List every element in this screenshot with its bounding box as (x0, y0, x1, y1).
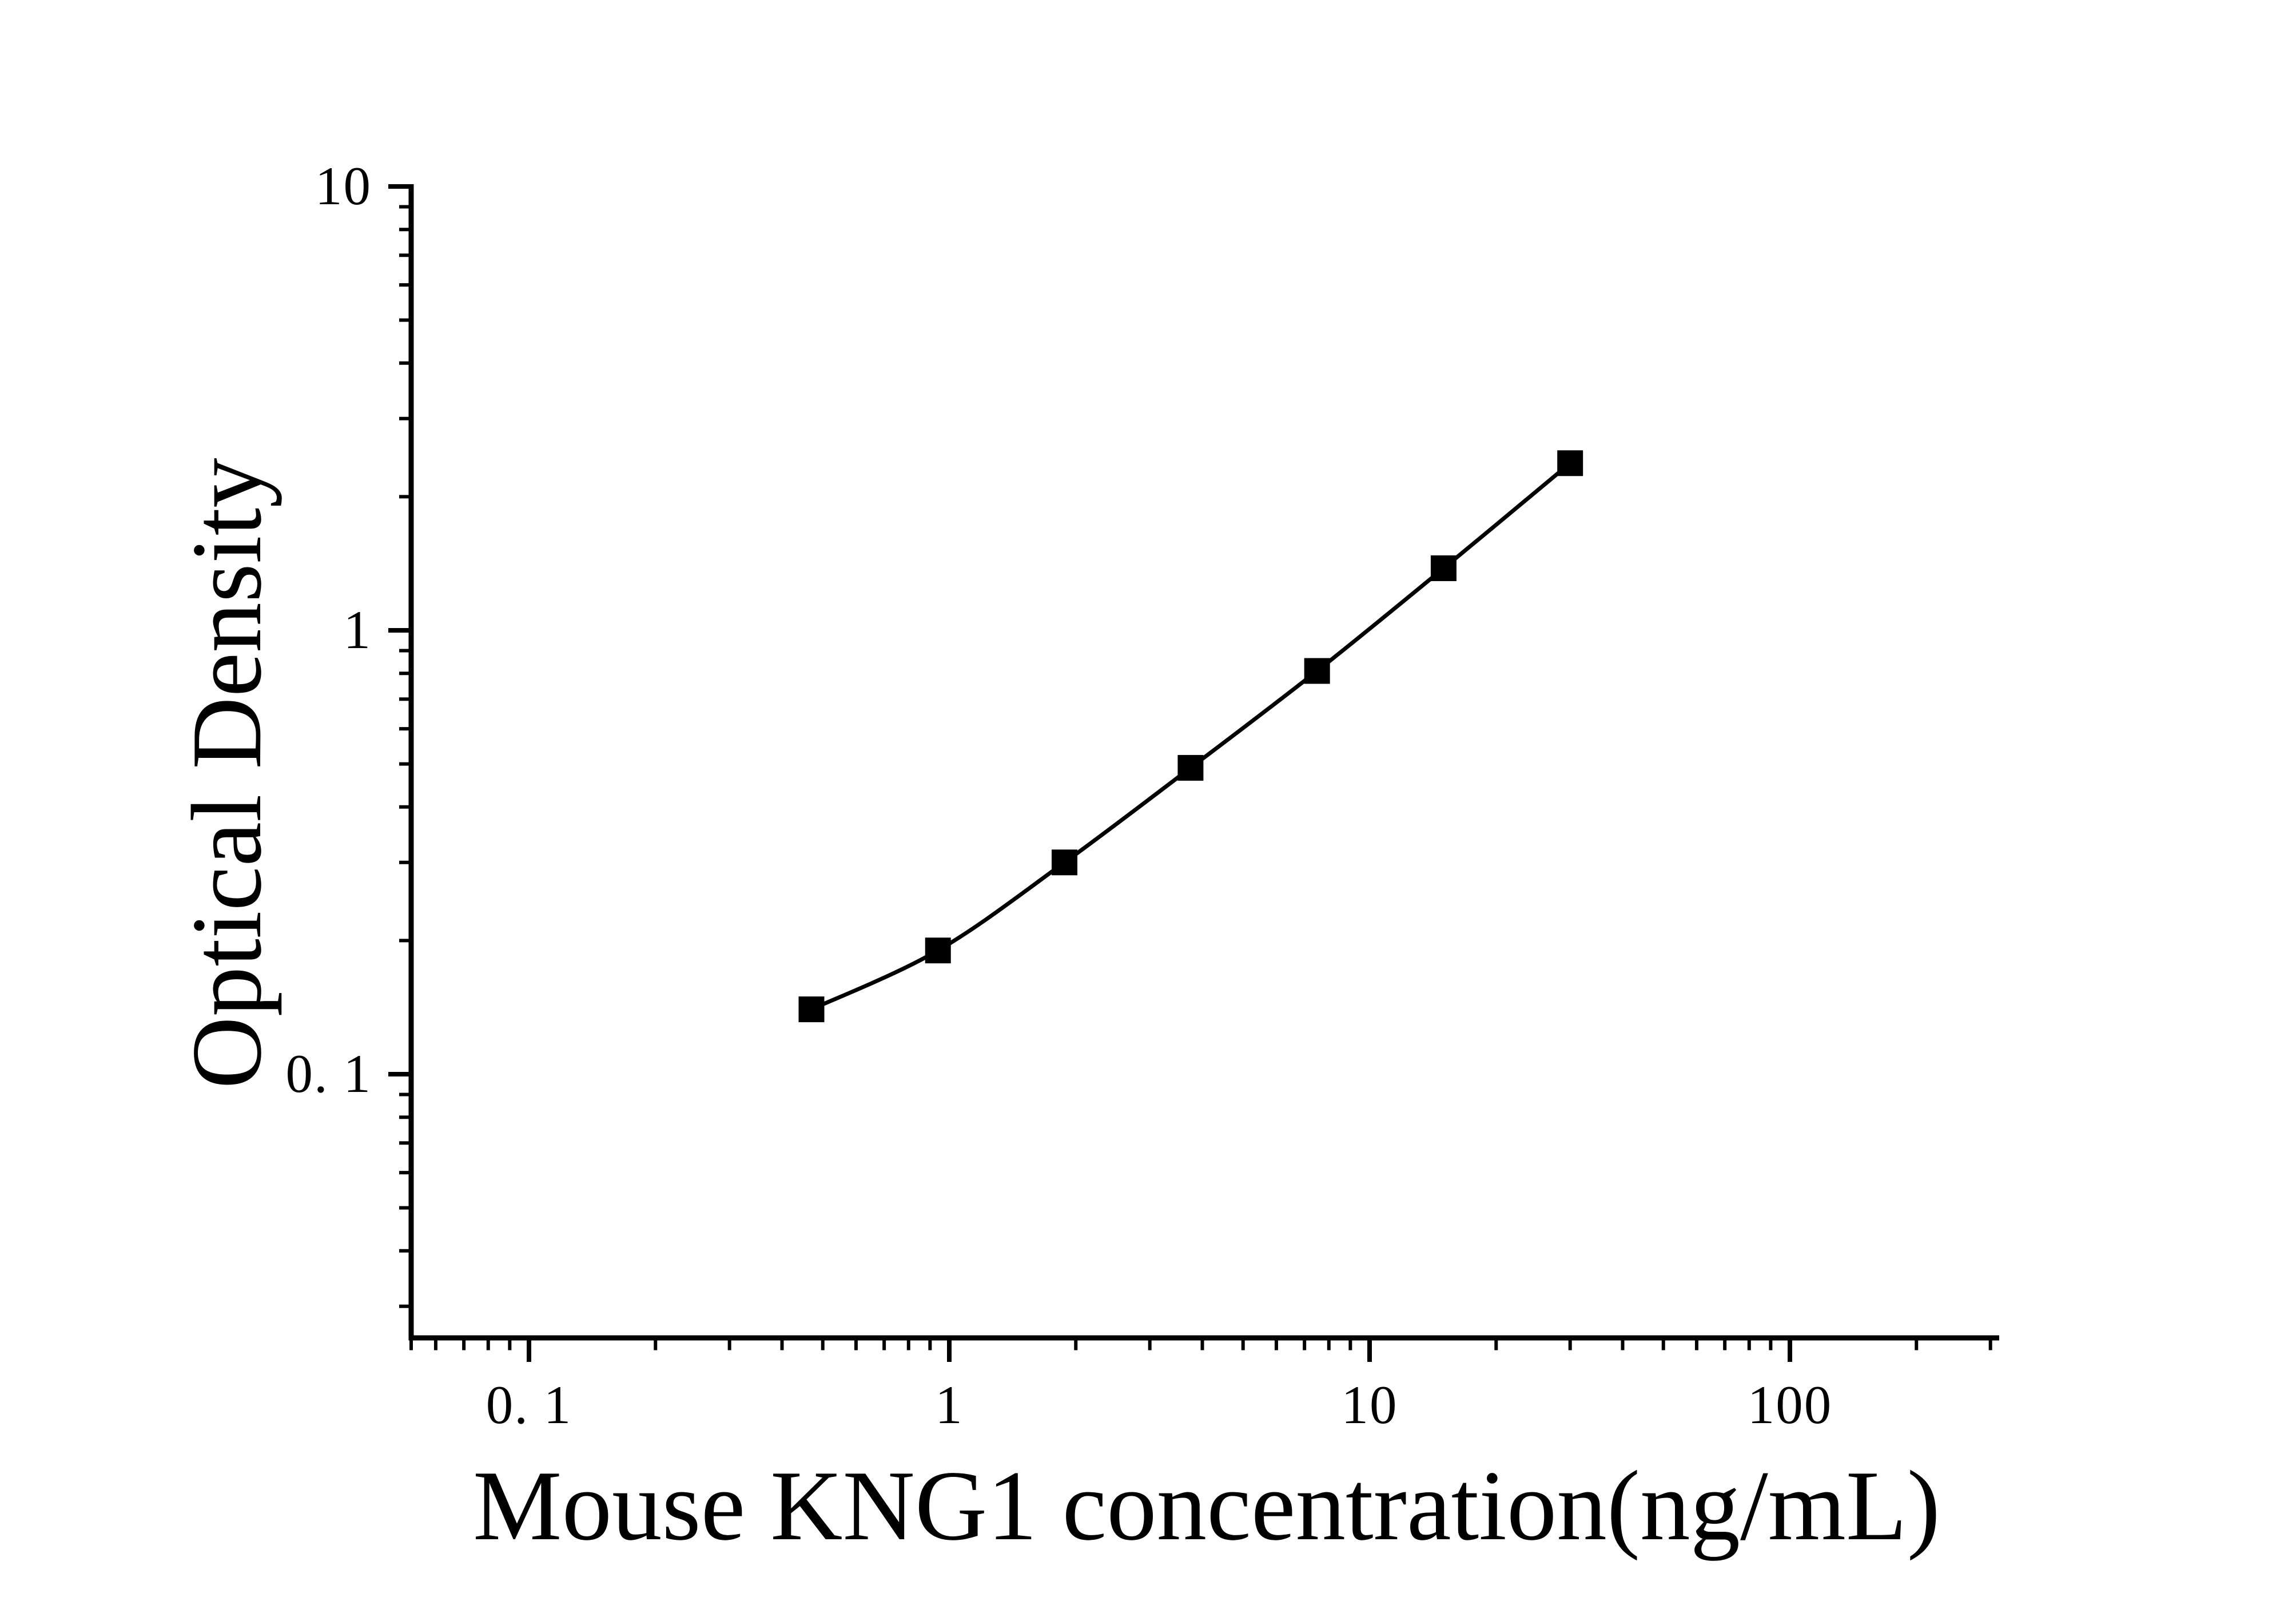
x-tick-label: 100 (1748, 1374, 1833, 1435)
standard-curve-series (798, 450, 1583, 1023)
x-axis-tick-labels: 0. 1 1 10 100 (486, 1374, 1833, 1435)
data-point-marker (1430, 555, 1457, 581)
y-axis-ticks (388, 184, 409, 1308)
x-axis-ticks (409, 1340, 1992, 1362)
x-axis-title: Mouse KNG1 concentration(ng/mL) (473, 1450, 1940, 1561)
data-point-marker (798, 996, 825, 1023)
x-tick-label: 1 (935, 1374, 964, 1435)
data-point-marker (1557, 450, 1583, 476)
data-point-marker (1177, 754, 1204, 781)
y-axis-title: Optical Density (171, 458, 282, 1088)
data-point-marker (925, 937, 951, 964)
x-tick-label: 0. 1 (486, 1374, 572, 1435)
x-tick-label: 10 (1342, 1374, 1398, 1435)
y-tick-label: 1 (344, 599, 372, 660)
y-axis-tick-labels: 10 1 0. 1 (286, 156, 372, 1104)
y-tick-label: 0. 1 (286, 1043, 372, 1104)
data-point-marker (1052, 849, 1078, 876)
axes (408, 184, 1999, 1341)
curve-line (809, 461, 1573, 1012)
y-tick-label: 10 (315, 156, 372, 216)
data-point-marker (1304, 658, 1330, 684)
